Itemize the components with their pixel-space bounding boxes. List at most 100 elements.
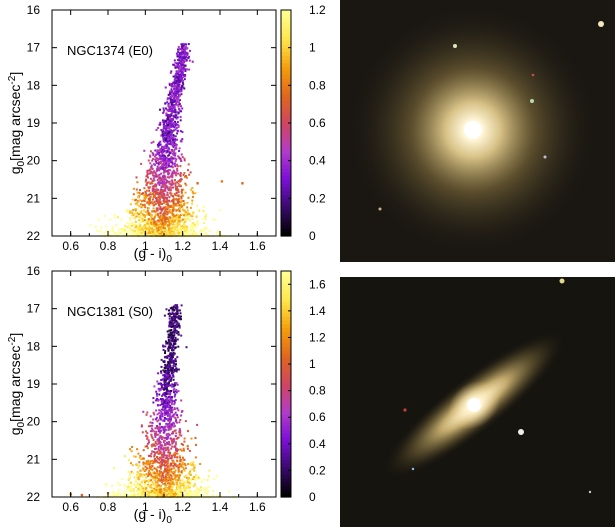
data-point	[184, 230, 186, 232]
data-point	[168, 334, 171, 337]
data-point	[164, 426, 167, 428]
data-point	[99, 230, 102, 233]
data-point	[158, 427, 161, 430]
data-point	[159, 417, 162, 419]
data-point	[151, 234, 154, 237]
data-point	[143, 209, 145, 212]
data-point	[166, 98, 169, 101]
data-point	[160, 386, 163, 389]
data-point	[152, 450, 155, 453]
data-point	[195, 443, 197, 446]
data-point	[163, 430, 166, 433]
data-point	[166, 448, 169, 451]
data-point	[164, 410, 167, 413]
data-point	[181, 472, 184, 475]
data-point	[180, 227, 183, 230]
colorbar-tick-label: 1.2	[309, 330, 326, 344]
data-point	[148, 491, 151, 494]
data-point	[181, 64, 184, 67]
data-point	[171, 424, 174, 427]
data-point	[168, 129, 171, 132]
data-point	[177, 479, 179, 482]
data-point	[148, 218, 150, 221]
data-point	[154, 433, 157, 436]
data-point	[142, 204, 144, 206]
data-point	[151, 222, 154, 225]
data-point	[197, 476, 200, 479]
data-point	[186, 226, 188, 229]
data-point	[194, 456, 197, 459]
data-point	[190, 493, 193, 496]
data-point	[171, 311, 174, 314]
data-point	[183, 488, 186, 491]
data-point	[139, 212, 142, 215]
data-point	[176, 163, 179, 166]
data-point	[163, 140, 166, 143]
data-point	[171, 124, 174, 127]
data-point	[142, 467, 145, 470]
data-point	[152, 219, 155, 222]
data-point	[190, 490, 193, 493]
data-point	[180, 190, 183, 193]
data-point	[175, 147, 177, 150]
data-point	[170, 174, 173, 177]
data-point	[167, 442, 170, 445]
data-point	[159, 182, 162, 184]
data-point	[152, 471, 155, 474]
data-point	[162, 493, 165, 496]
data-point	[179, 184, 181, 187]
data-point	[170, 183, 173, 186]
data-point	[163, 194, 166, 197]
data-point	[155, 192, 158, 195]
data-point	[149, 162, 152, 165]
data-point	[164, 212, 167, 215]
data-point	[167, 366, 170, 369]
data-point	[180, 61, 183, 64]
data-point	[171, 171, 174, 174]
colorbar-segment	[281, 126, 291, 132]
data-point	[146, 445, 148, 448]
colorbar-segment	[281, 406, 291, 411]
data-point	[174, 82, 177, 84]
data-point	[167, 347, 169, 350]
data-point	[151, 182, 154, 185]
data-point	[172, 367, 174, 370]
data-point	[150, 427, 153, 430]
data-point	[152, 196, 155, 199]
data-point	[165, 199, 168, 201]
data-point	[162, 128, 165, 131]
data-point	[172, 385, 175, 388]
data-point	[191, 190, 194, 193]
data-point	[173, 79, 176, 82]
data-point	[171, 490, 174, 493]
data-point	[152, 489, 155, 492]
data-point	[164, 170, 167, 173]
data-point	[148, 473, 151, 476]
data-point	[181, 156, 184, 159]
data-point	[177, 484, 180, 487]
data-point	[167, 349, 170, 352]
data-point	[166, 208, 169, 211]
data-point	[183, 480, 186, 483]
data-point	[194, 492, 197, 495]
data-point	[170, 333, 173, 336]
data-point	[150, 216, 153, 219]
data-point	[162, 123, 165, 126]
data-point	[156, 404, 159, 406]
data-point	[158, 143, 160, 145]
data-point	[140, 162, 143, 165]
data-point	[172, 123, 175, 126]
data-point	[163, 210, 166, 213]
data-point	[157, 214, 160, 217]
data-point	[166, 150, 169, 153]
data-point	[178, 326, 181, 329]
data-point	[163, 230, 166, 233]
data-point	[171, 209, 174, 212]
data-point	[178, 232, 181, 234]
data-point	[172, 484, 175, 487]
data-point	[154, 476, 157, 479]
data-point	[164, 196, 167, 199]
data-point	[134, 220, 137, 223]
data-point	[177, 63, 179, 66]
data-point	[182, 76, 185, 78]
